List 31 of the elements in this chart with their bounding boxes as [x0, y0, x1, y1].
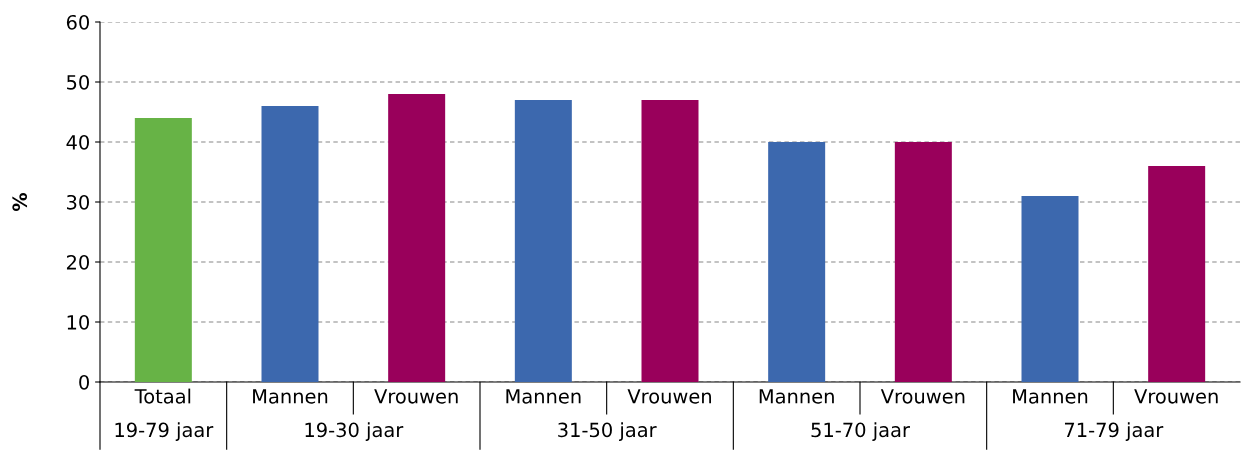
x-tick-label: Vrouwen	[627, 389, 711, 404]
x-tick-label: Mannen	[506, 389, 581, 404]
bar	[1148, 166, 1206, 382]
bar	[894, 142, 952, 382]
bar	[641, 100, 699, 382]
y-tick-label: 50	[67, 74, 89, 90]
x-tick-label: Mannen	[253, 389, 328, 404]
y-tick-label: 60	[66, 14, 89, 30]
bar	[768, 142, 826, 382]
bar	[514, 100, 572, 382]
y-axis-title: %	[12, 192, 28, 212]
bar	[261, 106, 319, 382]
y-tick-label: 10	[67, 314, 89, 330]
text: 19-79 jaar	[115, 422, 214, 442]
text: 19-30 jaar	[305, 422, 404, 442]
x-tick-label: Mannen	[759, 389, 834, 404]
text: 51-70 jaar	[811, 422, 910, 442]
y-tick-label: 0	[79, 374, 89, 390]
y-tick-label: 20	[66, 254, 89, 270]
x-tick-label: Vrouwen	[374, 389, 458, 404]
bar	[134, 118, 192, 382]
bar	[1021, 196, 1079, 382]
x-tick-label: Mannen	[1013, 389, 1088, 404]
text: 31-50 jaar	[558, 422, 657, 442]
x-tick-label: Vrouwen	[880, 389, 965, 404]
x-tick-label: Totaal	[134, 388, 191, 404]
y-tick-label: 40	[66, 134, 89, 150]
text: 71-79 jaar	[1064, 422, 1164, 442]
y-tick-label: 30	[67, 194, 89, 210]
x-tick-label: Vrouwen	[1134, 389, 1218, 404]
bar	[388, 94, 446, 382]
